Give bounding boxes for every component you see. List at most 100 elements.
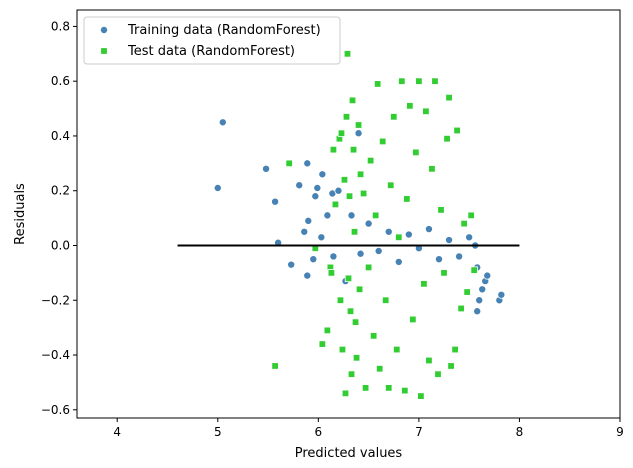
x-tick-label: 4 xyxy=(113,425,121,439)
test-point xyxy=(428,165,436,173)
training-point xyxy=(354,129,363,138)
training-point xyxy=(318,170,327,179)
test-point xyxy=(369,332,378,340)
y-tick-label: 0.0 xyxy=(51,238,70,252)
test-point xyxy=(403,195,411,203)
test-point xyxy=(342,113,351,121)
training-point xyxy=(311,192,320,201)
y-tick-label: 0.8 xyxy=(51,19,70,33)
test-point xyxy=(398,77,406,85)
test-point xyxy=(467,211,475,220)
test-point xyxy=(349,145,358,154)
test-point xyxy=(420,280,428,288)
test-point xyxy=(344,274,353,283)
test-point xyxy=(434,370,442,378)
training-point xyxy=(303,159,312,168)
training-point xyxy=(384,227,393,236)
test-point xyxy=(350,228,359,236)
training-point xyxy=(465,233,474,242)
x-tick-label: 8 xyxy=(516,425,524,439)
test-point xyxy=(331,200,340,209)
training-point xyxy=(356,249,365,258)
training-point xyxy=(329,252,338,261)
test-point xyxy=(401,386,409,395)
training-point xyxy=(317,233,326,242)
test-point xyxy=(361,384,370,392)
test-point xyxy=(417,392,425,400)
legend-box xyxy=(83,16,341,65)
test-point xyxy=(440,269,448,277)
test-point xyxy=(356,170,365,178)
y-tick-label: 0.4 xyxy=(51,129,70,143)
training-point xyxy=(323,211,332,220)
x-axis-ticks: 4 5 6 7 8 9 xyxy=(113,418,624,439)
y-tick-label: 0.6 xyxy=(51,74,70,88)
x-tick-label: 5 xyxy=(214,425,222,439)
training-point xyxy=(271,197,280,206)
test-point xyxy=(453,126,461,135)
training-point xyxy=(304,216,313,225)
training-point xyxy=(497,290,506,299)
test-point xyxy=(343,50,352,58)
test-point xyxy=(447,362,455,370)
y-axis-label: Residuals xyxy=(13,183,28,245)
test-point xyxy=(364,263,373,272)
training-point xyxy=(455,252,464,261)
y-tick-label: 0.2 xyxy=(51,184,70,198)
test-point xyxy=(406,102,414,110)
test-point xyxy=(355,285,364,294)
test-point xyxy=(451,345,459,354)
training-point xyxy=(347,211,356,220)
test-point xyxy=(338,345,347,354)
test-point xyxy=(393,345,401,354)
test-point xyxy=(385,384,393,392)
test-point xyxy=(354,121,363,129)
test-point xyxy=(366,156,375,165)
training-point xyxy=(334,186,343,195)
test-point xyxy=(336,296,345,304)
test-point xyxy=(351,318,360,326)
training-point xyxy=(424,225,433,234)
legend: Training data (RandomForest) Test data (… xyxy=(83,16,341,65)
test-point xyxy=(463,288,471,296)
training-point xyxy=(434,255,443,264)
test-point xyxy=(348,96,357,105)
test-point xyxy=(431,77,439,85)
legend-marker-test xyxy=(100,47,108,55)
training-point xyxy=(262,164,271,173)
training-point xyxy=(445,236,454,245)
legend-label-training: Training data (RandomForest) xyxy=(127,23,321,38)
test-point xyxy=(470,266,478,274)
training-point xyxy=(300,227,309,236)
training-point xyxy=(483,271,492,280)
legend-marker-training xyxy=(100,25,109,34)
training-point xyxy=(364,219,373,228)
test-point xyxy=(375,365,384,373)
x-tick-label: 7 xyxy=(415,425,423,439)
training-point xyxy=(309,255,318,264)
x-axis-label: Predicted values xyxy=(295,446,403,461)
training-point xyxy=(313,183,322,192)
y-tick-label: −0.4 xyxy=(41,348,70,362)
test-point xyxy=(318,340,327,348)
test-point xyxy=(387,181,395,189)
x-tick-label: 6 xyxy=(315,425,323,439)
test-point xyxy=(395,233,403,241)
training-point xyxy=(295,181,304,190)
training-point xyxy=(287,260,296,269)
test-point xyxy=(323,326,332,335)
training-point xyxy=(374,246,383,255)
test-point xyxy=(382,296,390,304)
test-point xyxy=(457,304,465,313)
test-point xyxy=(345,192,354,200)
test-point xyxy=(390,113,398,121)
test-point xyxy=(337,129,346,137)
test-point xyxy=(412,148,420,157)
test-point xyxy=(359,189,368,198)
training-point xyxy=(213,183,222,192)
training-point xyxy=(473,307,482,316)
training-point xyxy=(478,285,487,294)
training-point xyxy=(303,271,312,280)
test-point xyxy=(285,159,293,168)
training-point xyxy=(404,230,413,239)
